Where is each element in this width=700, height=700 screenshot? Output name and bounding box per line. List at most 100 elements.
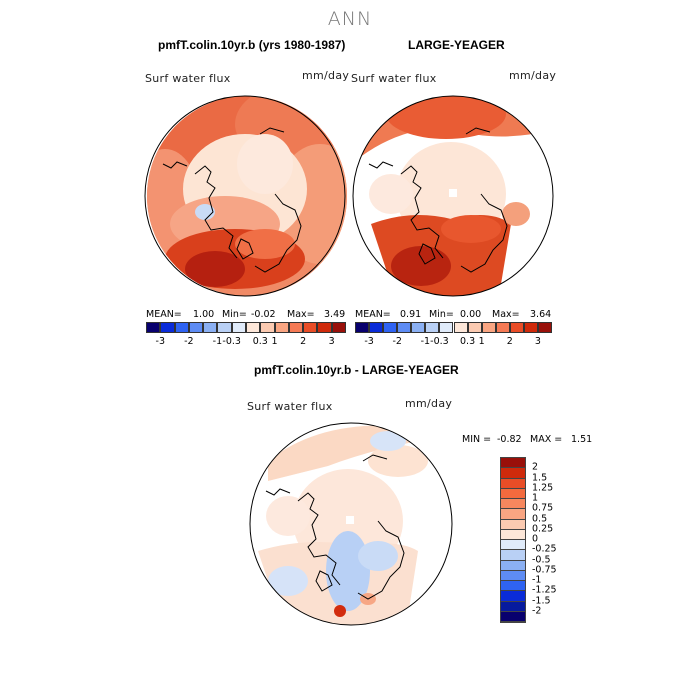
colorbar-swatch — [317, 322, 332, 333]
colorbar-swatch — [501, 601, 525, 612]
top-left-colorbar — [146, 322, 346, 333]
colorbar-swatch — [411, 322, 426, 333]
page-title: ANN — [327, 8, 373, 30]
colorbar-level-label: 2 — [532, 461, 539, 473]
bottom-min-value: -0.82 — [497, 434, 522, 445]
top-right-mean-label: MEAN= — [355, 309, 391, 320]
colorbar-swatch — [509, 322, 524, 333]
colorbar-swatch — [501, 499, 525, 510]
colorbar-swatch — [537, 322, 552, 333]
colorbar-swatch — [501, 540, 525, 551]
top-left-polar-map — [144, 95, 347, 297]
top-left-min-value: -0.02 — [251, 309, 276, 320]
top-right-variable-label: Surf water flux — [351, 72, 437, 85]
colorbar-level-label: -0.75 — [532, 564, 557, 576]
colorbar-swatch — [397, 322, 412, 333]
colorbar-swatch — [188, 322, 204, 333]
colorbar-swatch — [481, 322, 496, 333]
colorbar-swatch — [501, 478, 525, 489]
top-left-units-label: mm/day — [302, 69, 350, 82]
bottom-units-label: mm/day — [405, 397, 453, 410]
colorbar-swatch — [246, 322, 261, 333]
top-right-panel-title: LARGE-YEAGER — [408, 38, 505, 52]
colorbar-tick-label: -1 — [420, 336, 431, 347]
colorbar-swatch — [260, 322, 275, 333]
colorbar-tick-label: 2 — [506, 336, 513, 347]
colorbar-swatch — [231, 322, 246, 333]
colorbar-swatch — [203, 322, 218, 333]
top-left-mean-label: MEAN= — [146, 309, 182, 320]
colorbar-swatch — [160, 322, 175, 333]
bottom-polar-map — [249, 422, 453, 626]
colorbar-swatch — [217, 322, 232, 333]
colorbar-swatch — [501, 529, 525, 540]
colorbar-swatch — [288, 322, 304, 333]
colorbar-swatch — [146, 322, 161, 333]
colorbar-swatch — [501, 550, 525, 561]
colorbar-swatch — [383, 322, 398, 333]
difference-colorbar — [500, 457, 526, 623]
top-left-max-value: 3.49 — [324, 309, 346, 320]
colorbar-level-label: 0.75 — [532, 502, 554, 514]
colorbar-swatch — [501, 468, 525, 479]
colorbar-level-label: -2 — [532, 605, 542, 617]
colorbar-level-label: -1 — [532, 574, 542, 586]
colorbar-tick-label: 0.3 — [460, 336, 476, 347]
top-right-polar-map — [352, 95, 554, 297]
top-right-max-value: 3.64 — [530, 309, 552, 320]
colorbar-swatch — [425, 322, 440, 333]
colorbar-swatch — [453, 322, 468, 333]
top-left-variable-label: Surf water flux — [145, 72, 231, 85]
colorbar-tick-label: 0.3 — [252, 336, 268, 347]
top-right-colorbar — [355, 322, 552, 333]
bottom-max-value: 1.51 — [571, 434, 593, 445]
colorbar-level-label: 0.5 — [532, 513, 548, 524]
colorbar-swatch — [495, 322, 510, 333]
top-left-colorbar-ticks: -3 -2 -1 -0.3 0.3 1 2 3 — [146, 336, 346, 348]
top-right-min-label: Min= — [429, 309, 454, 320]
bottom-variable-label: Surf water flux — [247, 400, 333, 413]
top-right-min-value: 0.00 — [460, 309, 482, 320]
colorbar-swatch — [501, 488, 525, 499]
top-left-mean-value: 1.00 — [193, 309, 215, 320]
colorbar-swatch — [331, 322, 346, 333]
colorbar-tick-label: -2 — [392, 336, 402, 347]
bottom-max-label: MAX = — [530, 434, 563, 445]
colorbar-tick-label: 2 — [300, 336, 307, 347]
colorbar-tick-label: -0.3 — [222, 336, 241, 347]
bottom-min-label: MIN = — [462, 434, 492, 445]
colorbar-swatch — [501, 570, 525, 581]
colorbar-tick-label: 1 — [271, 336, 278, 347]
colorbar-tick-label: 3 — [328, 336, 335, 347]
colorbar-swatch — [501, 581, 525, 592]
colorbar-tick-label: -2 — [184, 336, 194, 347]
colorbar-swatch — [523, 322, 538, 333]
colorbar-tick-label: -3 — [364, 336, 374, 347]
colorbar-tick-label: 3 — [534, 336, 541, 347]
colorbar-tick-label: -3 — [155, 336, 166, 347]
top-left-max-label: Max= — [287, 309, 315, 320]
colorbar-tick-label: -0.3 — [430, 336, 449, 347]
colorbar-swatch — [439, 322, 454, 333]
bottom-panel-title: pmfT.colin.10yr.b - LARGE-YEAGER — [254, 363, 459, 377]
colorbar-swatch — [501, 560, 525, 571]
colorbar-level-label: 1 — [532, 492, 539, 504]
colorbar-level-label: -1.25 — [532, 584, 557, 596]
colorbar-swatch — [174, 322, 189, 333]
colorbar-tick-label: -1 — [212, 336, 223, 347]
colorbar-level-label: -1.5 — [532, 595, 551, 606]
colorbar-level-label: 1.5 — [532, 472, 548, 483]
top-right-mean-value: 0.91 — [400, 309, 422, 320]
colorbar-swatch — [501, 519, 525, 530]
top-left-panel-title: pmfT.colin.10yr.b (yrs 1980-1987) — [158, 38, 346, 52]
colorbar-level-label: -0.5 — [532, 554, 551, 565]
colorbar-swatch — [467, 322, 482, 333]
top-right-max-label: Max= — [492, 309, 520, 320]
colorbar-swatch — [355, 322, 370, 333]
colorbar-swatch — [369, 322, 384, 333]
colorbar-swatch — [303, 322, 318, 333]
colorbar-swatch — [501, 591, 525, 602]
colorbar-swatch — [501, 509, 525, 520]
top-right-units-label: mm/day — [509, 69, 557, 82]
colorbar-tick-label: 1 — [478, 336, 485, 347]
